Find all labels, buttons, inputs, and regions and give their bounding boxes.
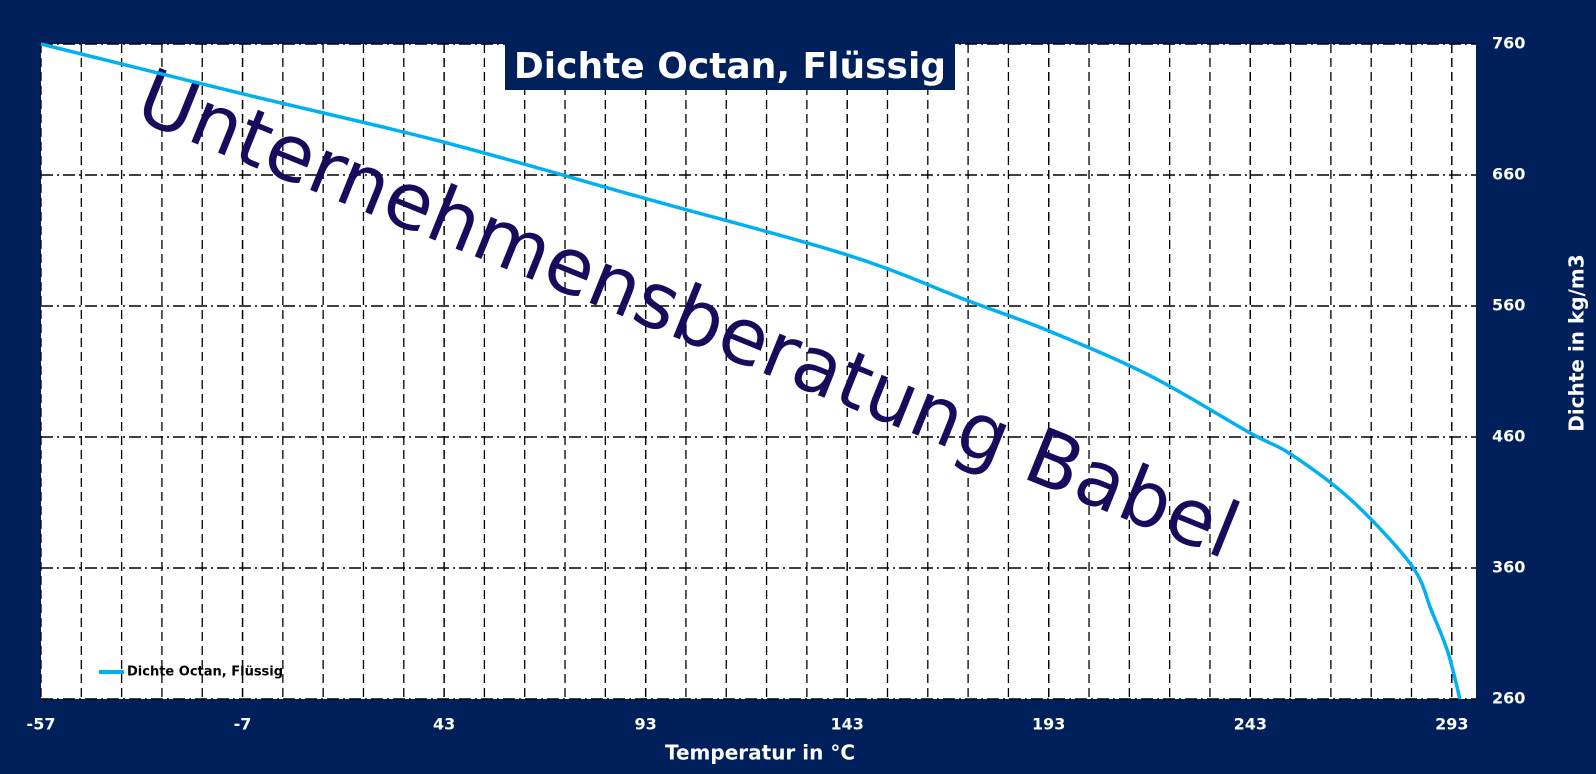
y-tick-label: 460: [1492, 427, 1525, 446]
data-line: [40, 42, 1462, 700]
grid: [40, 43, 1476, 700]
plot-area: [41, 44, 1476, 699]
chart-title: Dichte Octan, Flüssig: [514, 46, 946, 87]
y-axis-label: Dichte in kg/m3: [1565, 254, 1589, 431]
y-tick-label: 360: [1492, 558, 1525, 577]
x-tick-label: -57: [27, 715, 56, 734]
y-tick-label: 660: [1492, 165, 1525, 184]
y-tick-label: 260: [1492, 689, 1525, 708]
x-tick-label: -7: [234, 715, 252, 734]
x-tick-label: 243: [1234, 715, 1267, 734]
x-tick-label: 143: [830, 715, 863, 734]
y-tick-label: 760: [1492, 34, 1525, 53]
x-tick-label: 293: [1435, 715, 1468, 734]
x-tick-label: 193: [1032, 715, 1065, 734]
title-box: [505, 42, 955, 90]
x-axis-label: Temperatur in °C: [665, 741, 855, 765]
x-tick-label: 43: [433, 715, 455, 734]
marks: [40, 42, 1462, 700]
x-tick-label: 93: [635, 715, 657, 734]
legend-label: Dichte Octan, Flüssig: [127, 665, 283, 680]
y-tick-label: 560: [1492, 296, 1525, 315]
